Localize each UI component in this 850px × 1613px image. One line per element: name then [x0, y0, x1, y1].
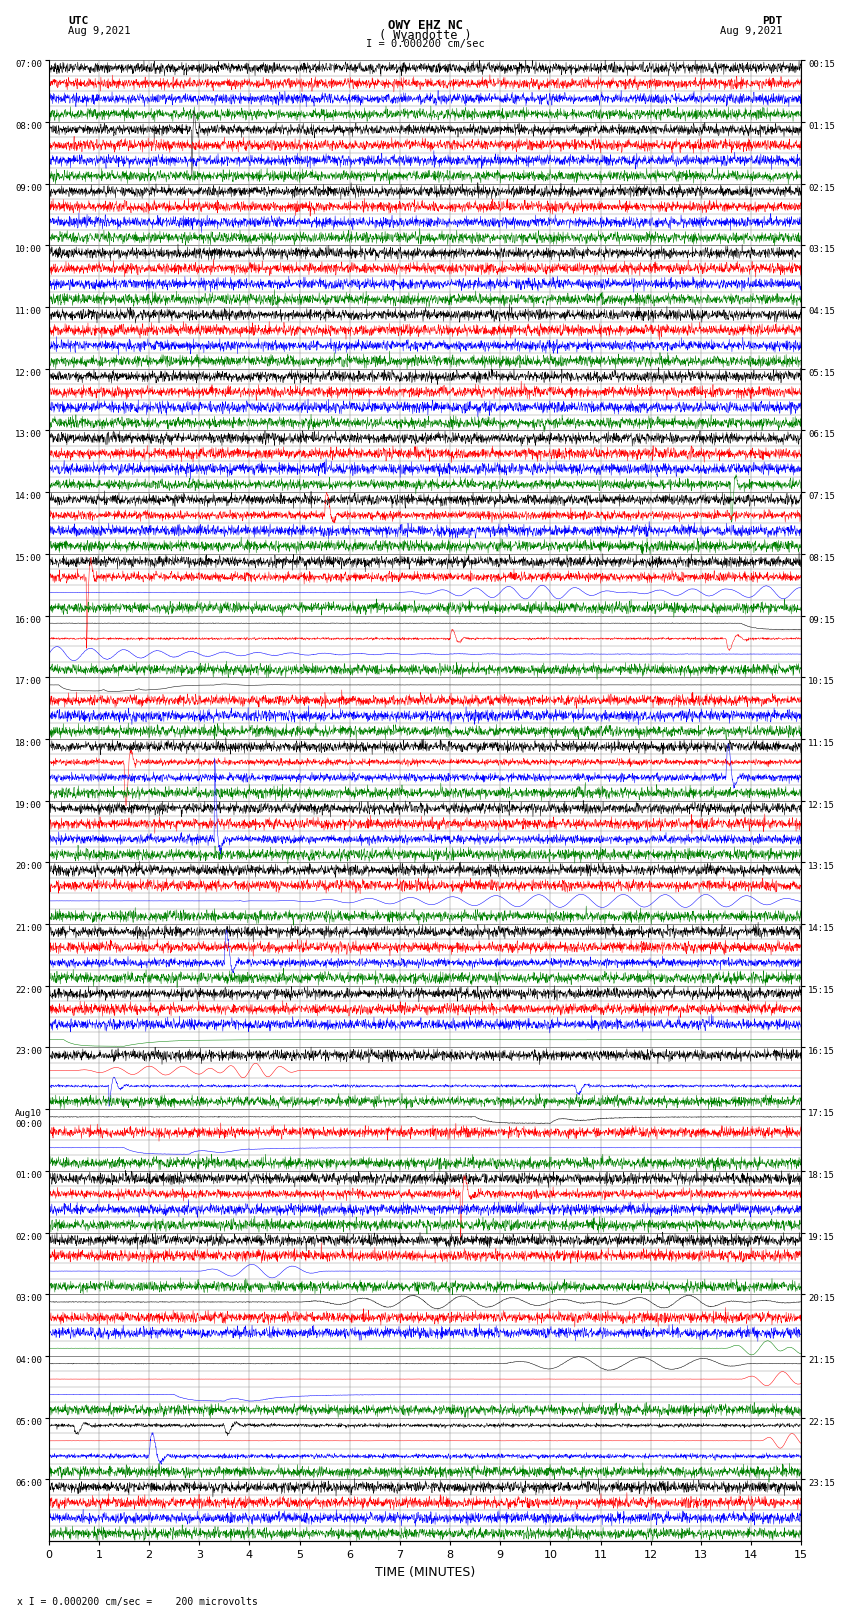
Text: I = 0.000200 cm/sec: I = 0.000200 cm/sec: [366, 39, 484, 48]
Text: PDT: PDT: [762, 16, 782, 26]
Text: OWY EHZ NC: OWY EHZ NC: [388, 19, 462, 32]
Text: UTC: UTC: [68, 16, 88, 26]
Text: ( Wyandotte ): ( Wyandotte ): [379, 29, 471, 42]
Text: Aug 9,2021: Aug 9,2021: [68, 26, 131, 35]
Text: x I = 0.000200 cm/sec =    200 microvolts: x I = 0.000200 cm/sec = 200 microvolts: [17, 1597, 258, 1607]
X-axis label: TIME (MINUTES): TIME (MINUTES): [375, 1566, 475, 1579]
Text: Aug 9,2021: Aug 9,2021: [719, 26, 782, 35]
